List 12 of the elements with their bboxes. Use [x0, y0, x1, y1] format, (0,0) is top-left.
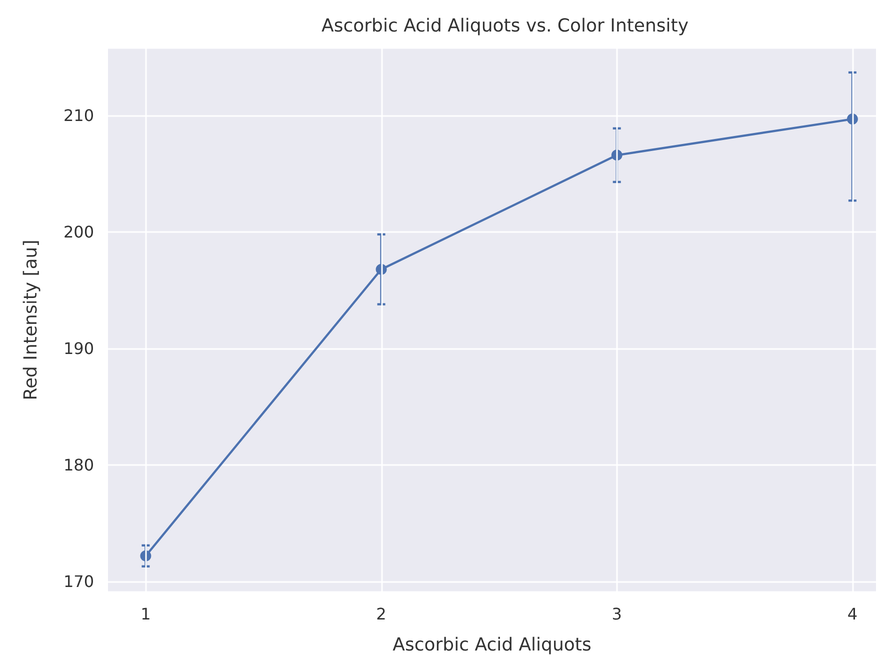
y-tick-label: 200 — [63, 222, 94, 242]
y-tick-label: 190 — [63, 339, 94, 358]
y-tick-label: 180 — [63, 456, 94, 475]
x-tick-label: 1 — [140, 604, 151, 624]
x-tick-label: 2 — [376, 604, 386, 624]
y-axis-title: Red Intensity [au] — [20, 240, 42, 400]
x-tick-label: 3 — [612, 604, 622, 624]
chart-title: Ascorbic Acid Aliquots vs. Color Intensity — [322, 16, 689, 36]
y-tick-label: 170 — [63, 572, 94, 592]
x-tick-label: 4 — [847, 604, 858, 624]
y-tick-label: 210 — [63, 106, 94, 126]
x-axis-title: Ascorbic Acid Aliquots — [392, 634, 592, 656]
